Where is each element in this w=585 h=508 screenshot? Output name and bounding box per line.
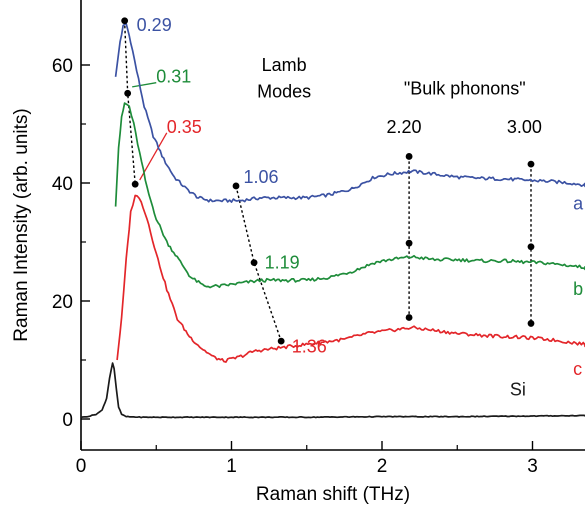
peak-value-label: 1.36 xyxy=(292,336,327,356)
x-tick-label: 1 xyxy=(226,456,237,477)
peak-value-label: 3.00 xyxy=(507,117,542,137)
peak-marker-dot xyxy=(405,153,413,160)
plot-frame xyxy=(80,0,585,451)
dotted-guide-line xyxy=(235,185,282,342)
x-tick-label: 2 xyxy=(377,456,388,477)
series-layer xyxy=(80,22,585,419)
peak-marker-dot xyxy=(232,182,240,190)
ticks-layer: 0 1 2 3 0 20 40 60 xyxy=(52,56,538,477)
x-tick-label: 3 xyxy=(527,456,538,477)
peak-value-label: 0.31 xyxy=(156,67,191,87)
peak-marker-dot xyxy=(124,89,132,97)
region-annotation: Lamb xyxy=(262,55,307,75)
peak-marker-dot xyxy=(121,17,129,25)
curve-label: Si xyxy=(510,379,526,399)
peak-marker-dot xyxy=(131,180,139,188)
peak-value-label: 2.20 xyxy=(387,117,422,137)
peak-marker-dot xyxy=(250,259,258,267)
labels-layer: 0.29 0.31 0.35 1.06 1.19 1.36 2.20 3.00 a b c Si Lam… xyxy=(137,15,584,400)
curve-label: b xyxy=(573,279,583,299)
curve-label: c xyxy=(573,359,582,379)
y-tick-label: 40 xyxy=(52,174,73,195)
dots-layer xyxy=(121,17,535,345)
y-axis-title: Raman Intensity (arb. units) xyxy=(11,108,32,341)
peak-marker-dot xyxy=(527,160,535,168)
region-annotation: "Bulk phonons" xyxy=(404,79,526,99)
y-tick-label: 60 xyxy=(52,56,73,77)
leader-line xyxy=(132,82,157,88)
series-line-a xyxy=(114,22,585,203)
peak-marker-dot xyxy=(405,314,413,321)
series-line-c xyxy=(116,194,585,363)
peak-value-label: 1.19 xyxy=(265,253,300,273)
series-line-b xyxy=(114,102,585,289)
y-tick-label: 20 xyxy=(52,292,73,313)
x-axis-title: Raman shift (THz) xyxy=(256,484,410,505)
y-tick-label: 0 xyxy=(62,410,73,431)
peak-marker-dot xyxy=(527,320,535,327)
dotted-guide-line xyxy=(123,20,136,185)
peak-marker-dot xyxy=(527,243,535,251)
series-line-si xyxy=(80,362,585,419)
region-annotation: Modes xyxy=(257,81,311,101)
peak-value-label: 1.06 xyxy=(244,167,279,187)
peak-value-label: 0.35 xyxy=(167,117,202,137)
peak-value-label: 0.29 xyxy=(137,15,172,35)
curve-label: a xyxy=(573,194,584,214)
peak-marker-dot xyxy=(277,337,285,345)
x-tick-label: 0 xyxy=(76,456,87,477)
peak-marker-dot xyxy=(405,239,413,247)
